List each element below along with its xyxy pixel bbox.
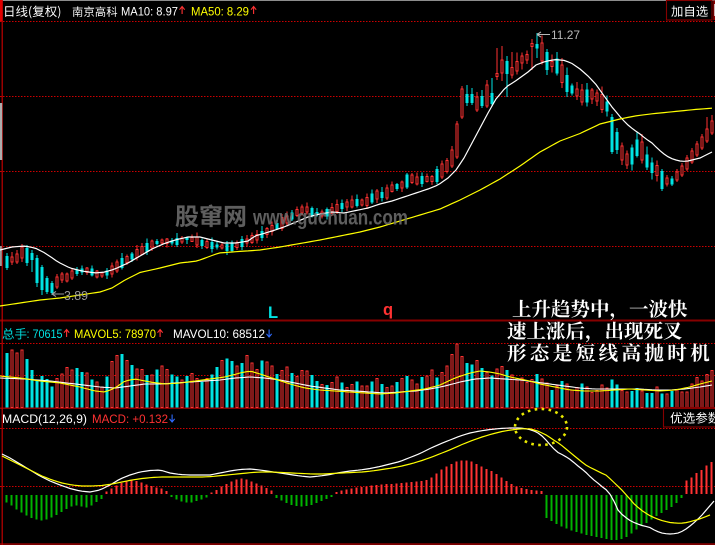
svg-text:: 70615: : 70615 [27,327,63,341]
svg-text:MAVOL5: 78970: MAVOL5: 78970 [74,327,156,341]
svg-text:MA50: 8.29: MA50: 8.29 [191,5,249,19]
svg-text:MACD: +0.132: MACD: +0.132 [92,412,168,426]
svg-text:L: L [268,304,278,322]
svg-text:MA10: 8.97: MA10: 8.97 [121,5,178,19]
svg-text:MAVOL10: 68512: MAVOL10: 68512 [173,327,265,341]
svg-text:www.guchuan.com: www.guchuan.com [252,206,408,230]
svg-text:3.89: 3.89 [64,288,88,303]
svg-text:MACD(12,26,9): MACD(12,26,9) [2,412,87,426]
svg-text:q: q [383,301,393,319]
svg-text:11.27: 11.27 [551,28,580,42]
